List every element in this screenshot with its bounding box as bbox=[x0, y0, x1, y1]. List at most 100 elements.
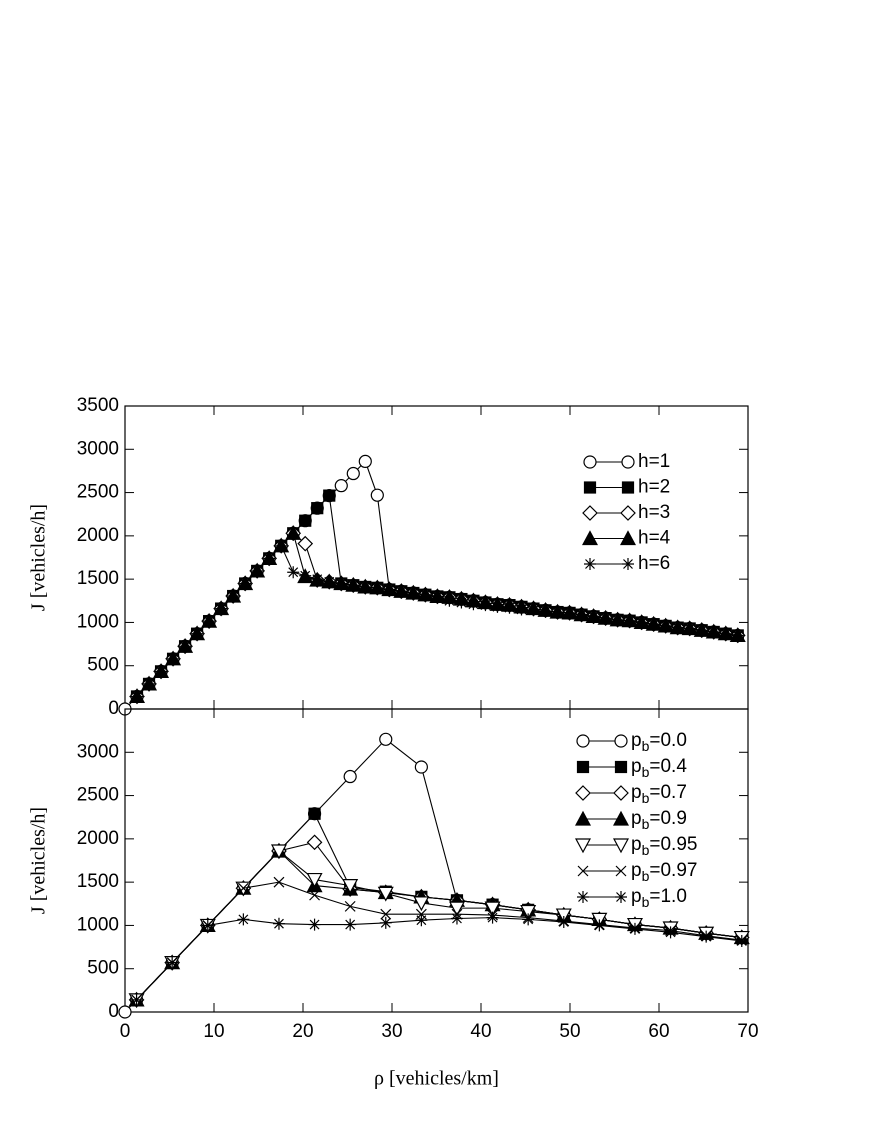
y-tick-label: 500 bbox=[87, 655, 119, 676]
marker bbox=[574, 838, 592, 854]
marker bbox=[273, 876, 285, 888]
marker bbox=[343, 769, 357, 784]
marker bbox=[167, 652, 180, 665]
marker bbox=[201, 919, 214, 932]
marker bbox=[503, 601, 516, 614]
marker bbox=[593, 919, 606, 932]
marker bbox=[577, 891, 589, 903]
marker bbox=[344, 900, 356, 912]
legend-label: h=3 bbox=[638, 502, 670, 523]
marker bbox=[615, 865, 627, 877]
legend-label: pb=0.9 bbox=[631, 808, 687, 832]
marker bbox=[359, 580, 372, 593]
legend-label: h=6 bbox=[638, 553, 670, 574]
marker bbox=[130, 993, 143, 1006]
marker bbox=[379, 732, 393, 746]
marker bbox=[308, 918, 321, 931]
marker bbox=[413, 896, 430, 912]
y-tick-label: 1500 bbox=[77, 568, 119, 589]
y-axis-label: J [vehicles/h] bbox=[28, 504, 50, 611]
legend-label: pb=0.95 bbox=[631, 834, 697, 858]
legend-label: pb=1.0 bbox=[631, 886, 687, 910]
marker bbox=[735, 935, 748, 948]
marker bbox=[635, 616, 648, 629]
x-tick-label: 0 bbox=[120, 1021, 131, 1042]
marker bbox=[306, 872, 323, 888]
marker bbox=[275, 539, 288, 552]
marker bbox=[575, 608, 588, 621]
marker bbox=[414, 760, 428, 774]
y-tick-label: 0 bbox=[108, 1001, 119, 1022]
marker bbox=[700, 930, 713, 943]
y-tick-label: 0 bbox=[108, 698, 119, 719]
marker bbox=[581, 530, 599, 546]
marker bbox=[621, 455, 635, 469]
marker bbox=[370, 488, 384, 502]
marker bbox=[237, 882, 249, 894]
marker bbox=[380, 908, 392, 920]
marker bbox=[379, 916, 392, 929]
marker bbox=[486, 911, 499, 924]
marker bbox=[358, 454, 372, 469]
marker bbox=[299, 569, 312, 582]
marker bbox=[239, 577, 252, 590]
marker bbox=[299, 514, 312, 527]
marker bbox=[551, 606, 564, 619]
marker bbox=[614, 734, 628, 748]
marker bbox=[131, 690, 144, 703]
marker bbox=[377, 886, 394, 902]
marker bbox=[203, 615, 216, 628]
marker bbox=[285, 524, 302, 540]
x-tick-label: 10 bbox=[203, 1021, 224, 1042]
legend-label: pb=0.4 bbox=[631, 756, 687, 780]
legend-label: h=4 bbox=[638, 528, 671, 549]
marker bbox=[118, 1005, 132, 1019]
marker bbox=[431, 590, 444, 603]
y-tick-label: 1000 bbox=[77, 611, 119, 632]
legend-label: pb=0.7 bbox=[631, 782, 687, 806]
marker bbox=[395, 585, 408, 598]
marker bbox=[619, 530, 637, 546]
marker bbox=[306, 834, 323, 851]
x-axis-label: ρ [vehicles/km] bbox=[374, 1068, 499, 1090]
marker bbox=[191, 627, 204, 640]
marker bbox=[522, 913, 535, 926]
marker bbox=[415, 914, 428, 927]
marker bbox=[334, 479, 348, 493]
marker bbox=[346, 466, 360, 481]
marker bbox=[623, 614, 636, 627]
x-tick-label: 50 bbox=[559, 1021, 580, 1042]
plot-frame bbox=[124, 708, 749, 1013]
marker bbox=[577, 865, 589, 877]
marker bbox=[719, 627, 732, 640]
y-tick-label: 3000 bbox=[77, 438, 119, 459]
marker bbox=[574, 810, 592, 826]
y-tick-label: 1000 bbox=[77, 914, 119, 935]
x-tick-label: 60 bbox=[648, 1021, 669, 1042]
marker bbox=[155, 665, 168, 678]
marker bbox=[484, 901, 501, 917]
marker bbox=[584, 558, 596, 570]
marker bbox=[443, 594, 456, 607]
marker bbox=[515, 603, 528, 616]
marker bbox=[539, 605, 552, 618]
marker bbox=[563, 606, 576, 619]
marker bbox=[683, 622, 696, 635]
marker bbox=[615, 891, 627, 903]
marker bbox=[612, 810, 630, 826]
y-tick-label: 2000 bbox=[77, 525, 119, 546]
marker bbox=[612, 838, 630, 854]
marker bbox=[695, 624, 708, 637]
marker bbox=[227, 590, 240, 603]
legend-label: pb=0.0 bbox=[631, 730, 687, 754]
marker bbox=[450, 912, 463, 925]
marker bbox=[671, 621, 684, 634]
marker bbox=[527, 604, 540, 617]
marker bbox=[611, 613, 624, 626]
marker bbox=[614, 760, 628, 774]
marker bbox=[628, 922, 641, 935]
marker bbox=[448, 901, 465, 917]
marker bbox=[383, 583, 396, 596]
marker bbox=[311, 502, 324, 515]
